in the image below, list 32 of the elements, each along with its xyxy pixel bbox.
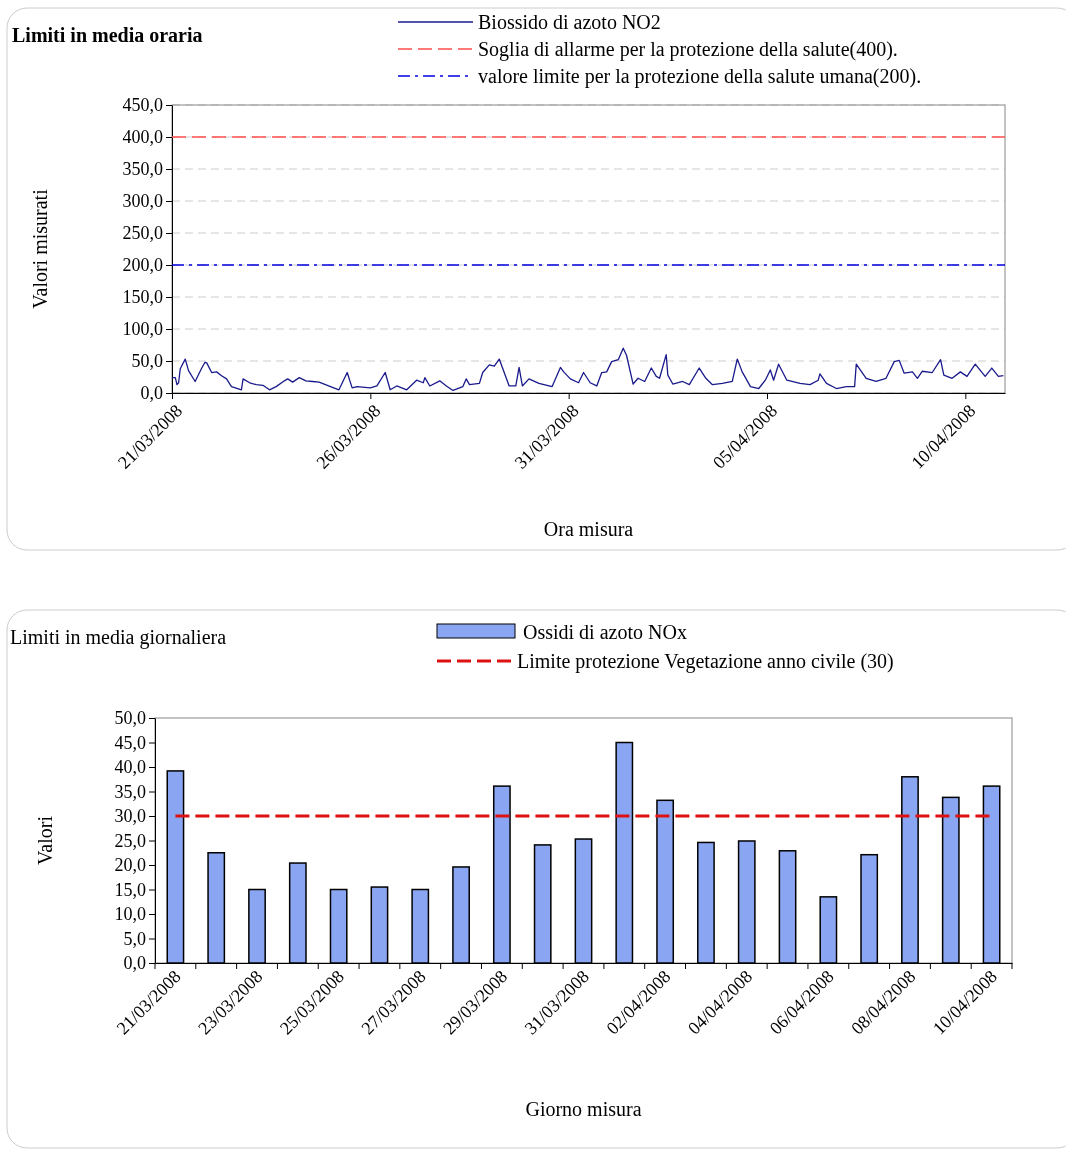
y-tick-label: 40,0 — [114, 757, 146, 778]
chart-title: Limiti in media giornaliera — [10, 626, 227, 649]
y-tick-label: 35,0 — [114, 781, 146, 802]
y-tick-label: 30,0 — [114, 806, 146, 827]
y-tick-label: 0,0 — [123, 953, 146, 974]
y-tick-label: 200,0 — [122, 255, 163, 276]
y-tick-label: 450,0 — [122, 95, 163, 116]
y-axis-title: Valori misurati — [29, 188, 51, 309]
legend-label: valore limite per la protezione della salute umana(200). — [478, 65, 922, 88]
y-tick-label: 400,0 — [122, 127, 163, 148]
legend-label: Ossidi di azoto NOx — [523, 621, 687, 643]
y-tick-label: 150,0 — [122, 287, 163, 308]
x-axis-title: Giorno misura — [525, 1098, 642, 1120]
legend-label: Limite protezione Vegetazione anno civile (30) — [517, 650, 894, 673]
y-tick-label: 15,0 — [114, 879, 146, 900]
y-tick-label: 5,0 — [123, 928, 146, 949]
y-tick-label: 250,0 — [122, 223, 163, 244]
x-axis-title: Ora misura — [543, 518, 634, 540]
y-axis-title: Valori — [34, 815, 56, 865]
y-tick-label: 20,0 — [114, 855, 146, 876]
y-tick-label: 10,0 — [114, 904, 146, 925]
y-tick-label: 0,0 — [140, 383, 163, 404]
chart-title: Limiti in media oraria — [12, 24, 203, 46]
y-tick-label: 300,0 — [122, 191, 163, 212]
y-tick-label: 45,0 — [114, 732, 146, 753]
y-tick-label: 50,0 — [114, 708, 146, 729]
y-tick-label: 350,0 — [122, 159, 163, 180]
y-tick-label: 50,0 — [131, 351, 163, 372]
y-tick-label: 100,0 — [122, 319, 163, 340]
legend-label: Soglia di allarme per la protezione della salute(400). — [478, 38, 898, 61]
y-tick-label: 25,0 — [114, 830, 146, 851]
legend-label: Biossido di azoto NO2 — [478, 11, 661, 33]
